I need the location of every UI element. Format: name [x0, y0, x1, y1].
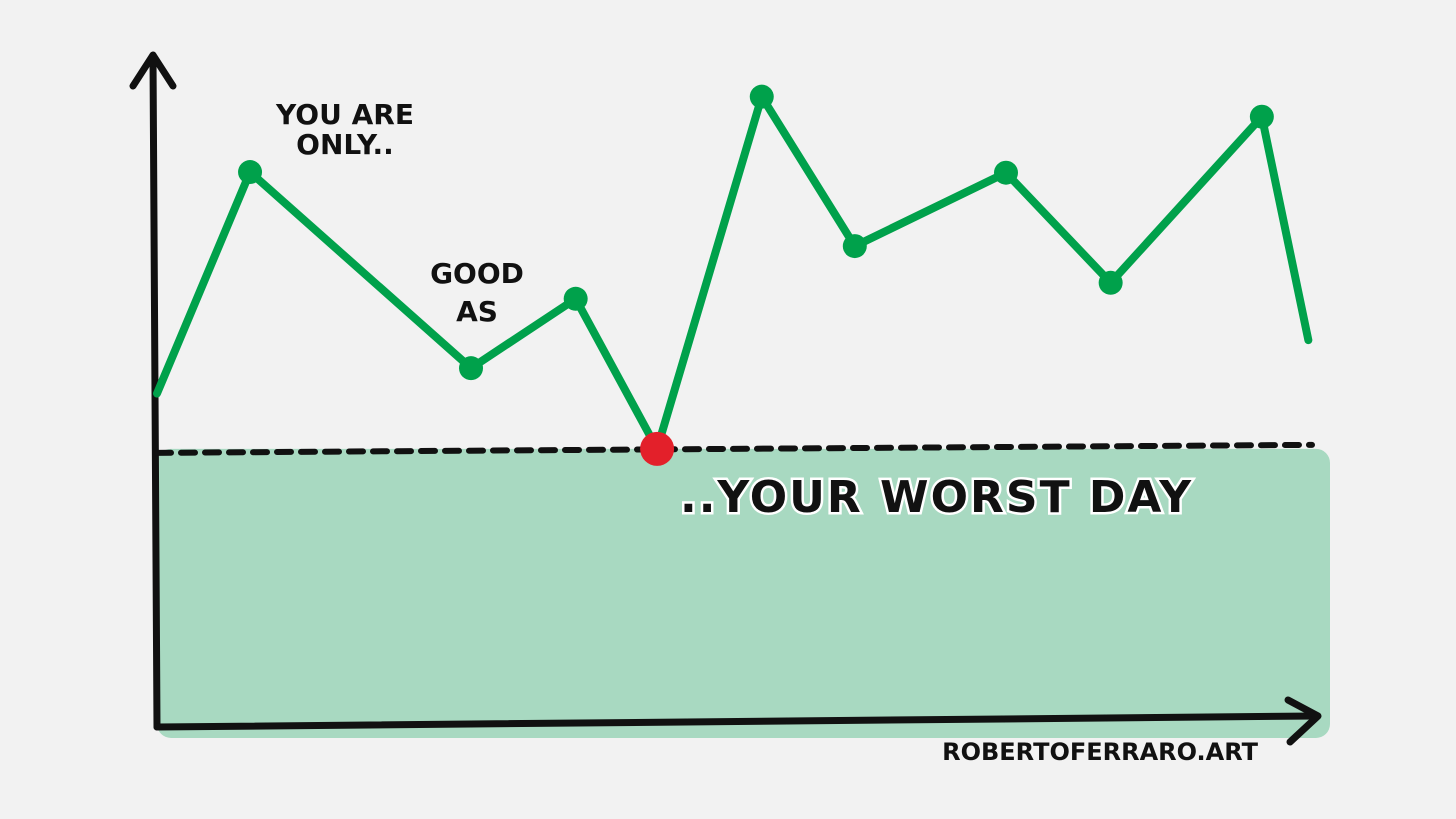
point	[993, 160, 1018, 185]
point	[563, 286, 588, 311]
point	[842, 234, 867, 259]
point	[1249, 104, 1274, 129]
worst-line	[154, 441, 1315, 456]
worst-point	[640, 431, 675, 466]
annotation: AS	[456, 295, 498, 328]
annotation: ONLY..	[296, 128, 394, 161]
annotation: GOOD	[430, 257, 524, 290]
fill-layer	[157, 448, 1330, 738]
point	[238, 160, 263, 185]
credit: ROBERTOFERRARO.ART	[942, 738, 1259, 766]
point	[749, 84, 774, 109]
x-axis	[153, 712, 1320, 731]
x-axis-arrow	[1284, 696, 1322, 746]
annotation: YOU ARE	[275, 98, 414, 131]
point	[1098, 270, 1123, 295]
y-axis-arrow	[129, 51, 177, 90]
point	[459, 356, 484, 381]
worst-zone	[157, 448, 1330, 738]
annotation: ..YOUR WORST DAY	[680, 472, 1193, 523]
